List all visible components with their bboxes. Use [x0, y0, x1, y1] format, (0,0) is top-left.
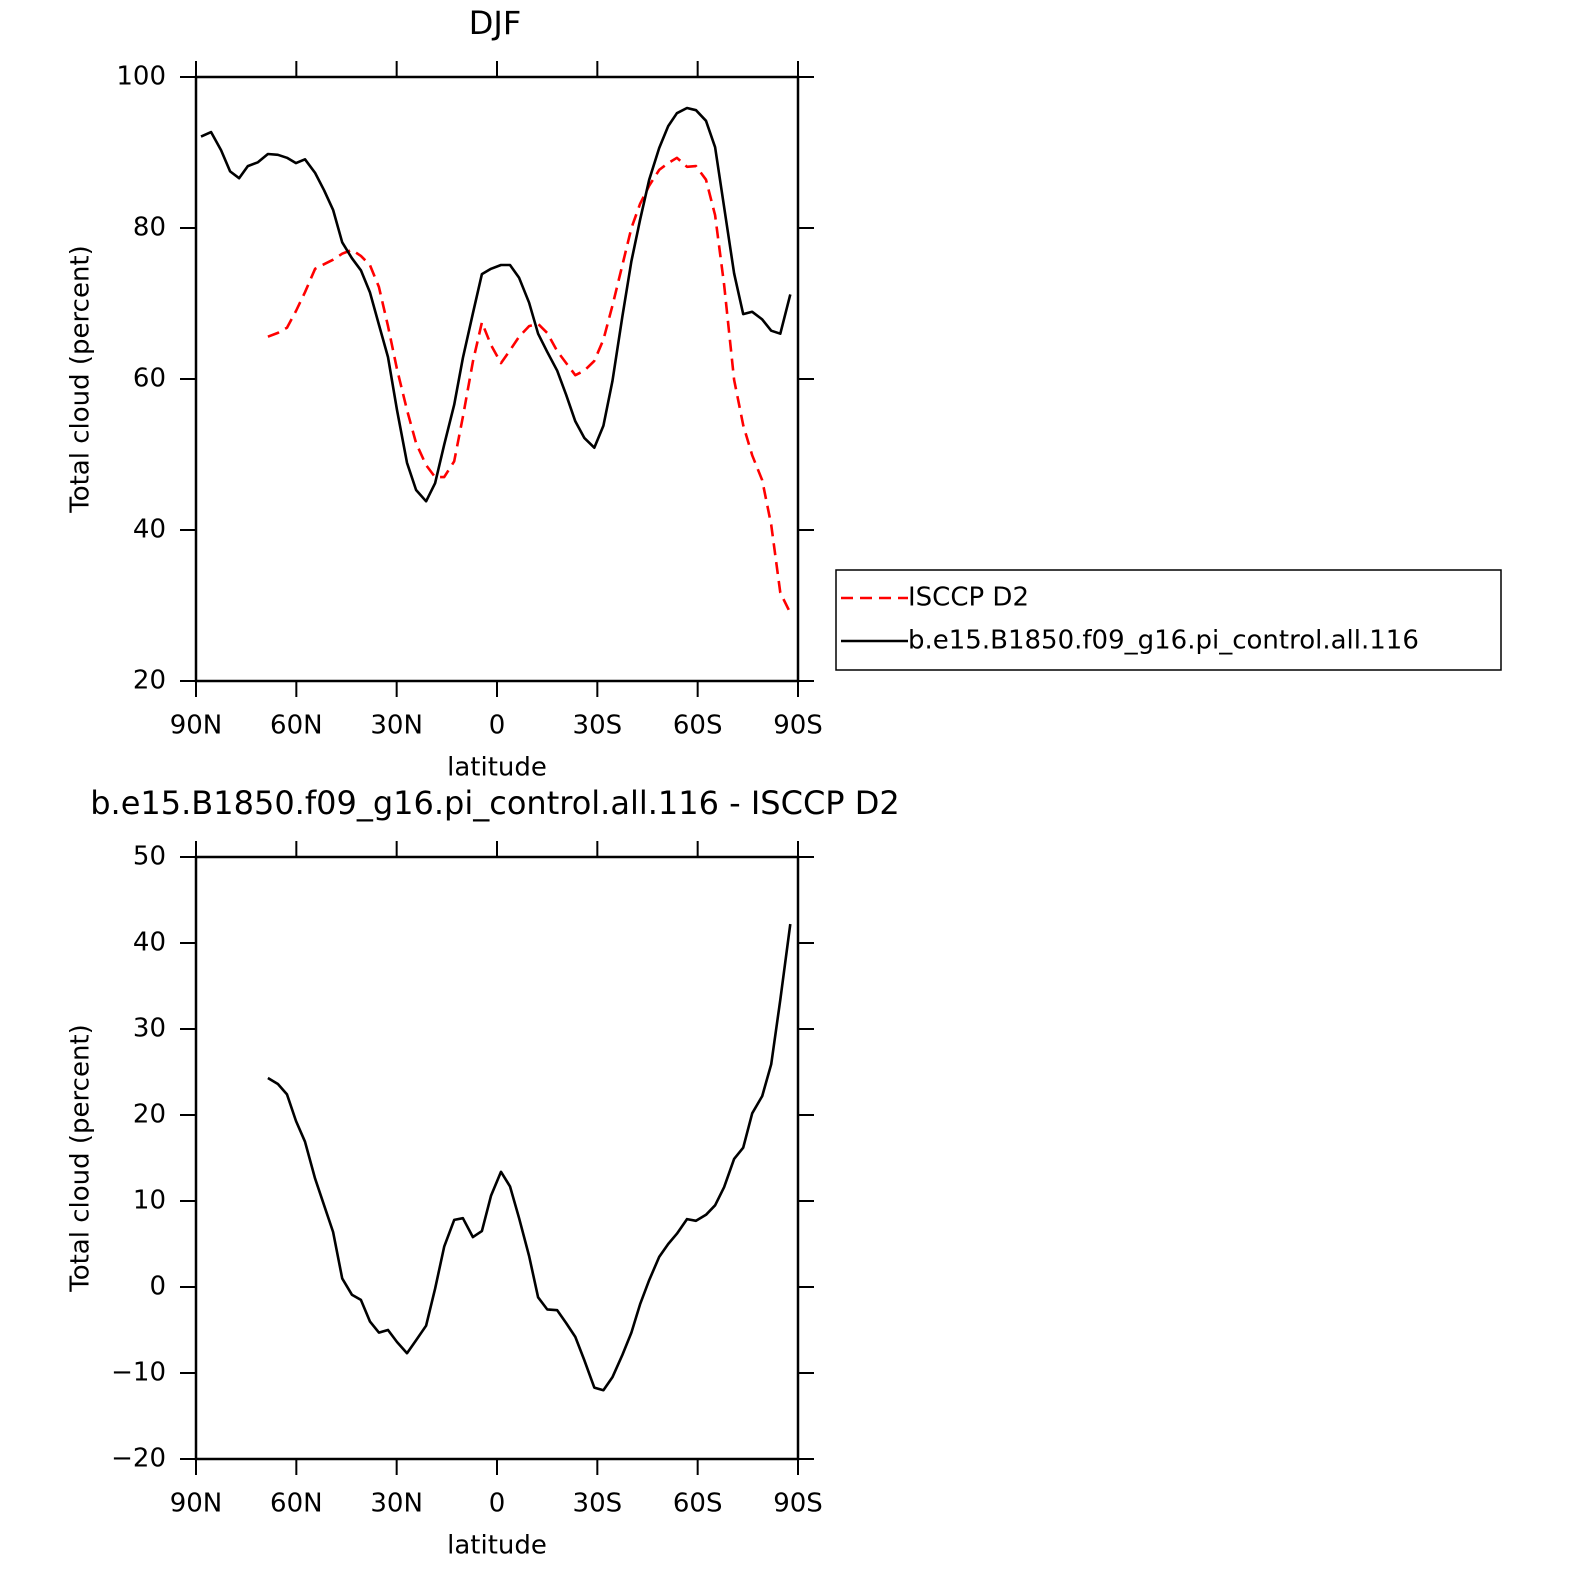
- chart-title: b.e15.B1850.f09_g16.pi_control.all.116 -…: [90, 784, 900, 822]
- y-tick-label: 80: [133, 213, 166, 243]
- y-tick-label: 60: [133, 364, 166, 394]
- y-tick-label: 50: [133, 842, 166, 872]
- plot-frame: [194, 855, 800, 1461]
- y-tick-label: −20: [111, 1444, 166, 1474]
- legend-frame: [835, 569, 1502, 671]
- y-tick-label: 40: [133, 515, 166, 545]
- y-tick-label: 0: [149, 1272, 166, 1302]
- x-tick-label: 90N: [170, 711, 223, 741]
- chart-title: DJF: [469, 4, 521, 42]
- y-tick-label: 20: [133, 666, 166, 696]
- x-tick-label: 0: [489, 711, 506, 741]
- y-tick-label: 20: [133, 1100, 166, 1130]
- x-tick-label: 30S: [573, 711, 623, 741]
- y-tick-label: −10: [111, 1358, 166, 1388]
- data-line: [267, 156, 792, 614]
- x-tick-label: 60N: [270, 1489, 323, 1519]
- y-axis-label: Total cloud (percent): [66, 245, 96, 514]
- data-line: [200, 106, 792, 503]
- y-tick-label: 10: [133, 1186, 166, 1216]
- y-axis-label: Total cloud (percent): [66, 1024, 96, 1293]
- y-tick-label: 40: [133, 928, 166, 958]
- plot-frame: [194, 75, 800, 683]
- x-tick-label: 30S: [573, 1489, 623, 1519]
- legend-label: ISCCP D2: [908, 583, 1029, 613]
- x-axis-label: latitude: [447, 1531, 547, 1561]
- x-tick-label: 0: [489, 1489, 506, 1519]
- y-tick-label: 100: [116, 62, 166, 92]
- x-tick-label: 90S: [773, 1489, 823, 1519]
- y-tick-label: 30: [133, 1014, 166, 1044]
- x-tick-label: 60S: [673, 711, 723, 741]
- x-tick-label: 90S: [773, 711, 823, 741]
- x-tick-label: 90N: [170, 1489, 223, 1519]
- x-tick-label: 60S: [673, 1489, 723, 1519]
- x-tick-label: 60N: [270, 711, 323, 741]
- x-tick-label: 30N: [370, 1489, 423, 1519]
- data-line: [267, 923, 792, 1392]
- x-tick-label: 30N: [370, 711, 423, 741]
- legend-label: b.e15.B1850.f09_g16.pi_control.all.116: [908, 626, 1419, 656]
- x-axis-label: latitude: [447, 753, 547, 783]
